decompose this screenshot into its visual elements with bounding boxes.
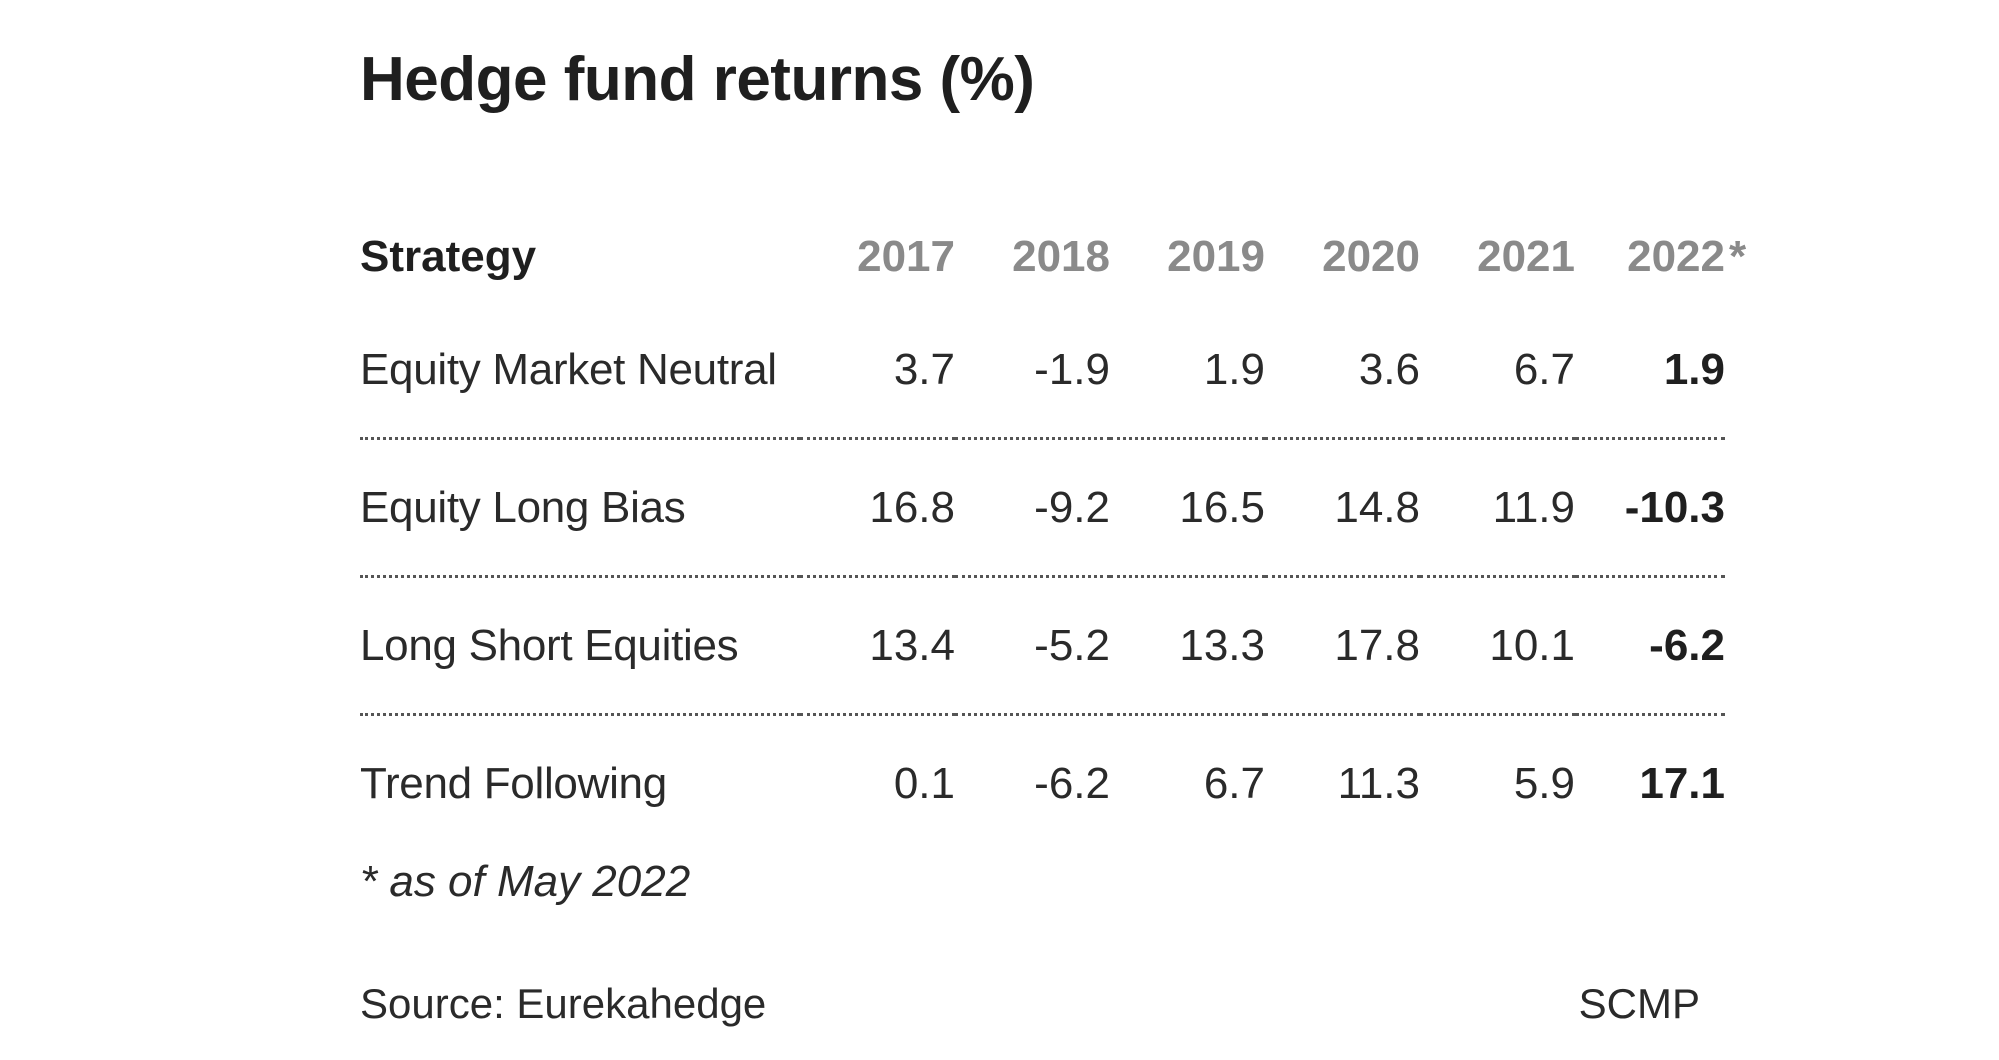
chart-figure: Hedge fund returns (%) Strategy 2017 201…: [360, 0, 1746, 1060]
returns-table: Strategy 2017 2018 2019 2020 2021 2022 * …: [360, 212, 1746, 852]
footnote-marker: *: [1729, 232, 1747, 281]
data-cell-highlight: -6.2: [1575, 576, 1725, 716]
data-cell: 3.6: [1265, 302, 1420, 440]
data-cell: 1.9: [1110, 302, 1265, 440]
column-header-year: 2022: [1627, 232, 1725, 281]
table-row: Trend Following 0.1 -6.2 6.7 11.3 5.9 17…: [360, 715, 1725, 852]
data-cell: 11.3: [1337, 758, 1420, 808]
data-cell: 6.7: [1203, 758, 1265, 808]
chart-title: Hedge fund returns (%): [360, 45, 1035, 114]
data-cell: 6.7: [1420, 302, 1575, 440]
strategy-label: Long Short Equities: [360, 576, 800, 716]
data-cell-highlight: 17.1: [1639, 758, 1725, 808]
table-row: Equity Long Bias 16.8 -9.2 16.5 14.8 11.…: [360, 438, 1725, 578]
data-cell: -1.9: [955, 302, 1110, 440]
data-cell: 5.9: [1513, 758, 1575, 808]
data-cell: 3.7: [800, 302, 955, 440]
data-cell: -9.2: [955, 438, 1110, 578]
footnote: * as of May 2022: [360, 857, 691, 906]
column-header-2022: 2022 *: [1575, 212, 1746, 302]
column-header-2020: 2020: [1265, 212, 1420, 302]
column-header-2019: 2019: [1110, 212, 1265, 302]
column-header-label: 2021: [1477, 232, 1575, 281]
column-header-2018: 2018: [955, 212, 1110, 302]
column-header-label: 2022 *: [1627, 232, 1746, 281]
data-cell: 14.8: [1265, 438, 1420, 578]
data-cell: 10.1: [1420, 576, 1575, 716]
column-header-strategy: Strategy: [360, 232, 537, 281]
strategy-label: Trend Following: [360, 758, 667, 808]
data-cell-highlight: -10.3: [1575, 438, 1725, 578]
column-header-label: 2020: [1322, 232, 1420, 281]
data-cell: -6.2: [1034, 758, 1110, 808]
table-row: Equity Market Neutral 3.7 -1.9 1.9 3.6 6…: [360, 302, 1725, 440]
data-cell: 17.8: [1265, 576, 1420, 716]
data-cell: 0.1: [893, 758, 955, 808]
data-cell-highlight: 1.9: [1575, 302, 1725, 440]
column-header-label: 2017: [857, 232, 955, 281]
column-header-2021: 2021: [1420, 212, 1575, 302]
data-cell: 11.9: [1420, 438, 1575, 578]
data-cell: 13.4: [800, 576, 955, 716]
data-cell: 16.8: [800, 438, 955, 578]
column-header-label: 2019: [1167, 232, 1265, 281]
publisher-credit: SCMP: [1578, 980, 1700, 1027]
data-cell: 16.5: [1110, 438, 1265, 578]
table-row: Long Short Equities 13.4 -5.2 13.3 17.8 …: [360, 576, 1725, 716]
strategy-label: Equity Long Bias: [360, 438, 800, 578]
column-header-label: 2018: [1012, 232, 1110, 281]
data-cell: -5.2: [955, 576, 1110, 716]
header-row: Strategy 2017 2018 2019 2020 2021 2022 *: [360, 212, 1746, 302]
source-note: Source: Eurekahedge: [360, 980, 767, 1027]
data-cell: 13.3: [1110, 576, 1265, 716]
column-header-2017: 2017: [800, 212, 955, 302]
strategy-label: Equity Market Neutral: [360, 302, 800, 440]
